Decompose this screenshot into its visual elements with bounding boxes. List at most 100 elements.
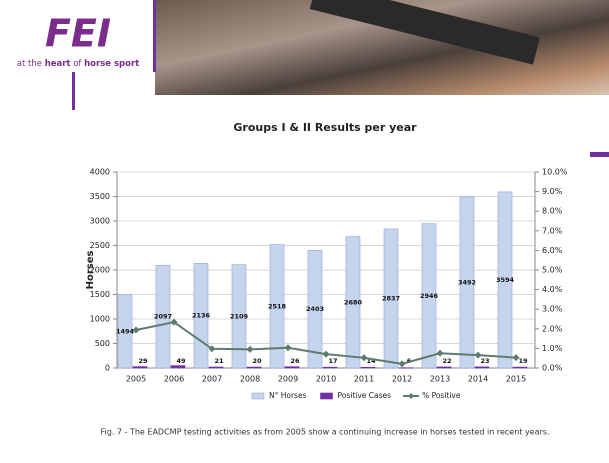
data-label: 2097 — [154, 313, 172, 321]
y2-tick-label: 8.0% — [542, 207, 563, 216]
x-tick-label: 2015 — [506, 375, 526, 384]
y2-tick-label: 5.0% — [542, 266, 563, 275]
y2-tick-label: 9.0% — [542, 187, 563, 196]
y2-tick-label: 2.0% — [542, 324, 563, 333]
y2-tick-label: 3.0% — [542, 305, 563, 314]
bar — [269, 244, 285, 369]
y-tick-label: 2500 — [90, 241, 110, 250]
x-tick-label: 2012 — [392, 375, 412, 384]
bar — [474, 366, 490, 369]
bar — [307, 249, 323, 369]
bar — [512, 366, 528, 369]
data-label: 17 — [328, 357, 337, 365]
y2-tick-label: 7.0% — [542, 226, 563, 235]
bar — [246, 366, 262, 369]
tagline-part: horse sport — [84, 59, 139, 69]
x-tick-label: 2007 — [202, 375, 222, 384]
bar — [322, 366, 338, 369]
bar — [383, 228, 399, 369]
data-label: 2680 — [344, 298, 363, 306]
line-marker — [284, 344, 292, 352]
x-tick-label: 2008 — [240, 375, 260, 384]
legend-label: % Positive — [422, 391, 461, 400]
line-marker — [246, 345, 254, 353]
line-marker — [512, 354, 520, 362]
legend-label: Positive Cases — [338, 391, 392, 400]
bar — [421, 223, 437, 369]
bar — [436, 366, 452, 369]
data-label: 2518 — [268, 302, 287, 310]
tagline-part: of — [71, 59, 85, 69]
data-label: 20 — [252, 357, 262, 365]
legend-swatch — [320, 392, 333, 400]
data-label: 2136 — [192, 312, 211, 320]
data-label: 2109 — [230, 312, 249, 320]
y2-tick-label: 0.0% — [542, 364, 563, 373]
x-tick-label: 2014 — [468, 375, 488, 384]
data-label: 3492 — [458, 278, 476, 286]
logo-mark: FEI — [45, 12, 111, 56]
line-marker — [322, 350, 330, 358]
y-tick-label: 0 — [105, 364, 110, 373]
x-tick-label: 2009 — [278, 375, 298, 384]
legend-swatch — [251, 392, 265, 400]
bar — [193, 263, 209, 369]
data-label: 22 — [442, 357, 451, 365]
tagline-part: heart — [45, 59, 71, 69]
y-tick-label: 1000 — [90, 315, 110, 324]
data-label: 2403 — [306, 305, 324, 313]
x-tick-label: 2013 — [430, 375, 450, 384]
data-label: 2837 — [382, 294, 400, 302]
logo-border — [153, 0, 156, 72]
y-tick-label: 2000 — [90, 266, 110, 275]
logo-tagline: at the heart of horse sport — [17, 59, 139, 69]
y-tick-label: 4000 — [90, 168, 110, 177]
y-tick-label: 3000 — [90, 217, 110, 226]
data-label: 49 — [176, 357, 186, 365]
y-tick-label: 3500 — [90, 192, 110, 201]
x-tick-label: 2006 — [164, 375, 184, 384]
data-label: 23 — [480, 357, 489, 365]
bar — [208, 366, 224, 369]
y2-tick-label: 6.0% — [542, 246, 563, 255]
line-marker — [398, 360, 406, 368]
bar — [284, 366, 300, 369]
x-tick-label: 2011 — [354, 375, 374, 384]
line-marker — [208, 345, 216, 353]
line-marker — [360, 354, 368, 362]
data-label: 2946 — [420, 292, 439, 300]
data-label: 26 — [290, 357, 300, 365]
bar — [132, 366, 148, 369]
y2-tick-label: 10.0% — [542, 168, 568, 177]
y-tick-label: 1500 — [90, 290, 110, 299]
data-label: 14 — [366, 357, 376, 365]
data-label: 29 — [138, 357, 148, 365]
accent-line — [72, 72, 75, 110]
bar — [231, 264, 247, 369]
x-tick-label: 2010 — [316, 375, 336, 384]
y2-tick-label: 4.0% — [542, 285, 563, 294]
plot: 0 500 1000 1500 2000 2500 3000 3500 4000 0.0% 1.0%… — [90, 168, 568, 401]
bar — [117, 294, 133, 369]
data-label: 1494 — [116, 327, 135, 335]
bar — [398, 367, 414, 369]
legend-label: N° Horses — [269, 391, 307, 400]
accent-tab — [590, 152, 609, 157]
line-marker — [474, 351, 482, 359]
bar — [345, 236, 361, 369]
line-marker — [170, 318, 178, 326]
x-tick-label: 2005 — [126, 375, 146, 384]
tagline-part: at the — [17, 59, 45, 69]
line-marker — [436, 349, 444, 357]
bar — [459, 196, 475, 369]
data-label: 21 — [214, 357, 224, 365]
caption: Fig. 7 - The EADCMP testing activities a… — [101, 428, 550, 437]
data-label: 3594 — [496, 276, 515, 284]
y-axis-label: Horses — [85, 251, 96, 290]
y2-tick-label: 1.0% — [542, 344, 563, 353]
line-marker — [132, 326, 140, 334]
bar — [155, 264, 171, 369]
legend-swatch — [408, 393, 415, 399]
chart-title: Groups I & II Results per year — [233, 121, 417, 134]
